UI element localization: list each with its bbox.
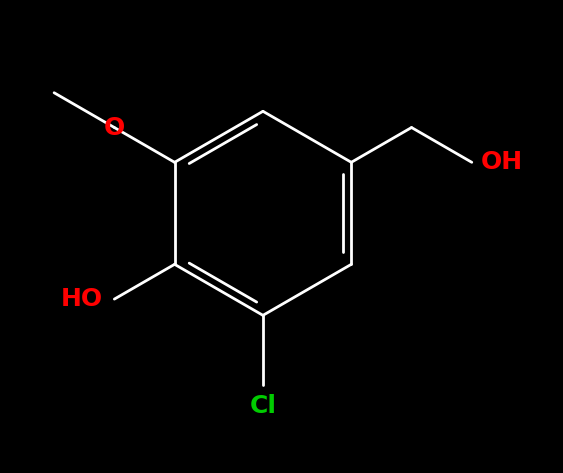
Text: OH: OH: [481, 150, 523, 175]
Text: O: O: [104, 115, 125, 140]
Text: Cl: Cl: [249, 394, 276, 418]
Text: HO: HO: [61, 287, 103, 311]
